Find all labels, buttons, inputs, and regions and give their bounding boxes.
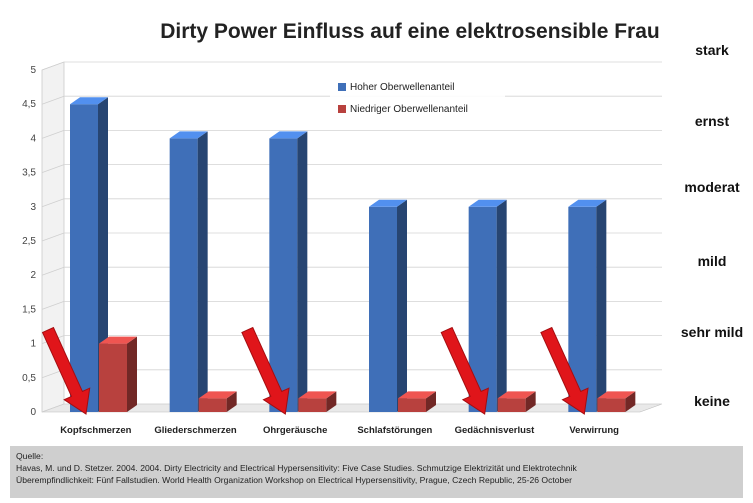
bar-hoher-oberwellenanteil-top (70, 97, 108, 105)
bar-niedriger-oberwellenanteil-side (525, 391, 536, 412)
bar-niedriger-oberwellenanteil-front (398, 398, 426, 412)
chart-title: Dirty Power Einfluss auf eine elektrosen… (160, 20, 660, 43)
bar-hoher-oberwellenanteil-side (98, 97, 108, 412)
bar-hoher-oberwellenanteil-top (269, 131, 308, 139)
bar-hoher-oberwellenanteil-front (169, 138, 198, 412)
bar-niedriger-oberwellenanteil-front (198, 398, 227, 412)
severity-label: stark (695, 42, 729, 58)
bar-niedriger-oberwellenanteil-side (127, 336, 137, 412)
bar-niedriger-oberwellenanteil-front (298, 398, 327, 412)
gridline-side (41, 232, 65, 242)
source-line-2: Überempfindlichkeit: Fünf Fallstudien. W… (16, 475, 572, 485)
bar-hoher-oberwellenanteil-top (169, 131, 208, 139)
bar-niedriger-oberwellenanteil-side (426, 391, 436, 412)
y-tick-label: 1,5 (22, 304, 36, 315)
y-tick-label: 3,5 (22, 168, 36, 179)
bar-hoher-oberwellenanteil-side (596, 199, 607, 412)
y-tick-label: 0 (30, 407, 36, 418)
severity-label: moderat (684, 179, 740, 195)
legend: Hoher Oberwellenanteil Niedriger Oberwell… (330, 76, 505, 126)
bar-hoher-oberwellenanteil (269, 131, 308, 412)
bar-hoher-oberwellenanteil-side (197, 131, 208, 412)
bar-niedriger-oberwellenanteil (497, 391, 536, 412)
bar-hoher-oberwellenanteil-side (297, 131, 308, 412)
x-tick-label: Schlafstörungen (357, 425, 432, 436)
bar-niedriger-oberwellenanteil-front (99, 343, 127, 412)
bar-hoher-oberwellenanteil-front (369, 206, 397, 412)
y-tick-label: 4 (30, 133, 36, 144)
y-tick-label: 2,5 (22, 236, 36, 247)
bar-niedriger-oberwellenanteil-side (226, 391, 237, 412)
gridline-side (41, 266, 65, 276)
y-tick-label: 2 (30, 270, 36, 281)
x-tick-label: Gliederschmerzen (154, 425, 237, 436)
bar-niedriger-oberwellenanteil-side (326, 391, 337, 412)
gridline-side (41, 198, 65, 208)
bar-niedriger-oberwellenanteil-top (398, 391, 436, 399)
bar-niedriger-oberwellenanteil (398, 391, 436, 412)
legend-swatch (338, 83, 346, 91)
bar-niedriger-oberwellenanteil-front (497, 398, 526, 412)
x-tick-label: Verwirrung (569, 425, 619, 436)
bar-hoher-oberwellenanteil-top (468, 199, 507, 207)
red-arrow-icon (440, 326, 489, 415)
bar-niedriger-oberwellenanteil-top (597, 391, 636, 399)
gridline-side (41, 95, 65, 105)
red-arrow-icon (41, 326, 91, 415)
bar-hoher-oberwellenanteil-side (397, 199, 407, 412)
legend-label: Niedriger Oberwellenanteil (350, 104, 468, 115)
x-tick-label: Kopfschmerzen (60, 425, 131, 436)
bar-hoher-oberwellenanteil-top (568, 199, 607, 207)
gridline-side (41, 61, 65, 71)
y-tick-label: 4,5 (22, 99, 36, 110)
legend-box (330, 76, 505, 126)
bar-hoher-oberwellenanteil (169, 131, 208, 412)
red-arrow-icon (241, 326, 290, 415)
plot-area: 0 0,5 1 1,5 2 2,5 3 3,5 4 4,5 5 keine sehr mild mild m… (22, 42, 743, 436)
bar-niedriger-oberwellenanteil-front (597, 398, 626, 412)
source-box: Quelle: Havas, M. und D. Stetzer. 2004. … (10, 446, 743, 498)
bar-hoher-oberwellenanteil (369, 199, 407, 412)
y-tick-label: 3 (30, 202, 36, 213)
gridline-side (41, 130, 65, 139)
gridline-side (41, 301, 65, 310)
bar-niedriger-oberwellenanteil (198, 391, 237, 412)
bar-niedriger-oberwellenanteil-top (198, 391, 237, 399)
bar-hoher-oberwellenanteil-front (269, 138, 298, 412)
legend-label: Hoher Oberwellenanteil (350, 82, 455, 93)
bar-niedriger-oberwellenanteil (298, 391, 337, 412)
y-tick-label: 1 (30, 339, 36, 350)
bar-niedriger-oberwellenanteil-top (99, 336, 137, 344)
bar-niedriger-oberwellenanteil (597, 391, 636, 412)
bar-niedriger-oberwellenanteil-top (298, 391, 337, 399)
bar-hoher-oberwellenanteil-side (496, 199, 507, 412)
source-line-1: Havas, M. und D. Stetzer. 2004. 2004. Di… (16, 463, 577, 473)
bar-niedriger-oberwellenanteil-top (497, 391, 536, 399)
bar-hoher-oberwellenanteil-front (70, 104, 98, 412)
legend-swatch (338, 105, 346, 113)
bar-niedriger-oberwellenanteil (99, 336, 137, 412)
bar-hoher-oberwellenanteil (468, 199, 507, 412)
severity-label: sehr mild (681, 324, 743, 340)
y-tick-label: 5 (30, 65, 36, 76)
x-tick-label: Gedächnisverlust (455, 425, 536, 436)
bar-hoher-oberwellenanteil (70, 97, 108, 412)
severity-label: mild (698, 253, 727, 269)
gridline-side (41, 164, 65, 173)
bar-hoher-oberwellenanteil-top (369, 199, 407, 207)
source-label: Quelle: (16, 451, 44, 461)
gridline-side (41, 403, 65, 413)
severity-label: ernst (695, 113, 730, 129)
bar-chart: Dirty Power Einfluss auf eine elektrosen… (22, 20, 743, 436)
red-arrow-icon (540, 326, 589, 415)
x-tick-label: Ohrgeräusche (263, 425, 327, 436)
bar-niedriger-oberwellenanteil-side (625, 391, 636, 412)
y-tick-label: 0,5 (22, 373, 36, 384)
severity-label: keine (694, 393, 730, 409)
